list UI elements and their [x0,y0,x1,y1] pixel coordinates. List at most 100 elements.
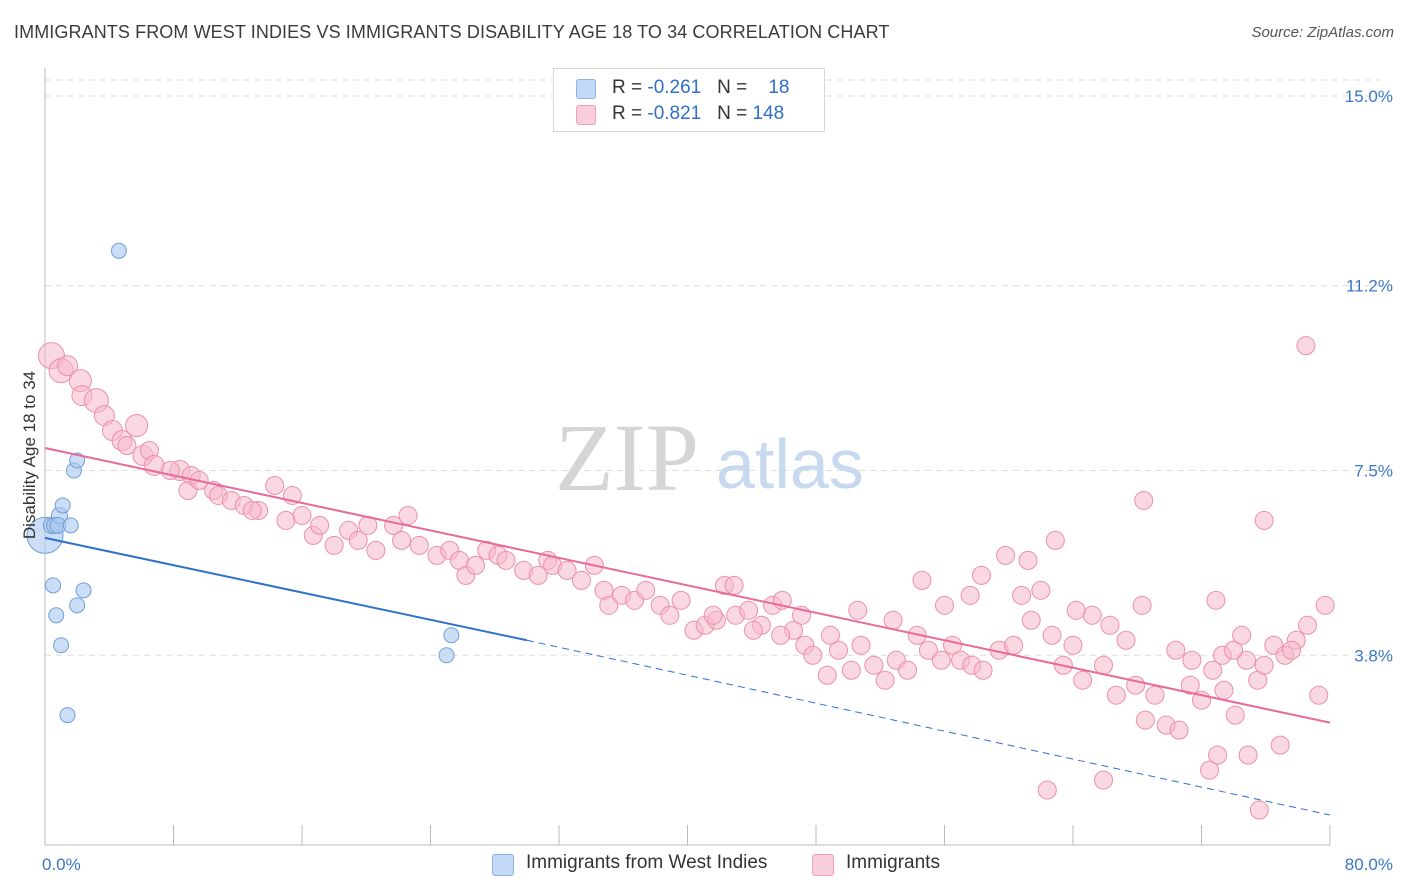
immigrants-point [557,560,577,580]
stats-legend: R = -0.261 N = 18 R = -0.821 N = 148 [553,68,825,132]
immigrants-point [1236,650,1256,670]
trend-lines [44,447,1331,816]
immigrants-point [1309,685,1329,705]
immigrants-point [1169,720,1189,740]
immigrants-point [242,500,262,520]
immigrants-point [671,590,691,610]
immigrants-point [841,660,861,680]
bottom-legend-label-west-indies: Immigrants from West Indies [526,852,768,873]
west-indies-point [59,707,76,724]
immigrants-point [1182,650,1202,670]
immigrants-point [1132,595,1152,615]
immigrants-point [1021,610,1041,630]
immigrants-point [1315,595,1335,615]
immigrants-point [803,645,823,665]
immigrants-point [1296,336,1316,356]
west-indies-point [75,582,92,599]
immigrants-point [1206,590,1226,610]
x-tick-label: 80.0% [1345,855,1393,874]
legend-swatch-blue [576,79,596,99]
immigrants-point [724,575,744,595]
immigrants-point [971,565,991,585]
immigrants-point [265,475,285,495]
immigrants-point [1270,735,1290,755]
immigrants-point [931,650,951,670]
y-tick-label: 3.8% [1354,646,1393,665]
immigrants-point [1018,550,1038,570]
immigrants-point [528,565,548,585]
immigrants-point [1045,530,1065,550]
immigrants-point [1012,585,1032,605]
immigrants-point [1066,600,1086,620]
immigrants-point [1073,670,1093,690]
immigrants-point [743,620,763,640]
immigrants-point [599,595,619,615]
immigrants-point [1082,605,1102,625]
bottom-legend-swatch-blue [492,854,514,876]
west-indies-point [438,647,455,664]
west-indies-point [62,517,79,534]
immigrants-point [703,605,723,625]
source-label: Source: ZipAtlas.com [1251,24,1394,41]
y-axis-label: Disability Age 18 to 34 [20,370,39,540]
immigrants-point [739,600,759,620]
immigrants-point [496,550,516,570]
immigrants-point [817,665,837,685]
west-indies-point [53,637,70,654]
legend-text-west-indies: R = -0.261 N = 18 [612,77,790,98]
axes [44,68,1331,846]
immigrants-point [660,605,680,625]
immigrants-point [875,670,895,690]
watermark-atlas: atlas [716,425,864,503]
immigrants-point [1100,615,1120,635]
immigrants-point [292,505,312,525]
immigrants-point [1203,660,1223,680]
watermark-zip: ZIP [555,404,699,511]
immigrants-point [1281,640,1301,660]
immigrants-point [276,510,296,530]
immigrants-point [918,640,938,660]
immigrants-point [973,660,993,680]
immigrants-point [960,585,980,605]
immigrants-point [310,515,330,535]
bottom-legend-swatch-pink [812,854,834,876]
immigrants-point [1145,685,1165,705]
immigrants-point [1166,640,1186,660]
y-tick-label: 7.5% [1354,462,1393,481]
immigrants-point [1031,580,1051,600]
immigrants-point [820,625,840,645]
immigrants-point [1238,745,1258,765]
legend-text-immigrants: R = -0.821 N = 148 [612,103,785,124]
immigrants-point [1042,625,1062,645]
immigrants-point [1249,800,1269,820]
west-indies-point [48,607,65,624]
tick-labels: 3.8% 7.5% 11.2% 15.0% 0.0% 80.0% [42,87,1393,874]
immigrants-point [1254,655,1274,675]
immigrants-point [125,414,149,438]
immigrants-point [636,580,656,600]
immigrants-point [771,625,791,645]
west-indies-point [69,597,86,614]
immigrants-point [348,530,368,550]
immigrants-point [1200,760,1220,780]
immigrants-point [1094,655,1114,675]
watermark: ZIP atlas [555,404,864,511]
immigrants-point [1063,635,1083,655]
immigrants-point [571,570,591,590]
immigrants-point [1106,685,1126,705]
immigrants-point [1180,675,1200,695]
immigrants-point [117,436,137,456]
immigrants-point [465,555,485,575]
y-tick-label: 15.0% [1345,87,1393,106]
x-tick-label: 0.0% [42,855,81,874]
y-tick-label: 11.2% [1346,277,1393,296]
immigrants-point [935,595,954,615]
immigrants-point [1208,745,1228,765]
immigrants-point [392,530,412,550]
immigrants-point [1037,780,1057,800]
immigrants-point [1116,630,1136,650]
immigrants-point [912,570,932,590]
immigrants-point [1224,640,1244,660]
immigrants-point [848,600,868,620]
immigrants-point [1225,705,1245,725]
